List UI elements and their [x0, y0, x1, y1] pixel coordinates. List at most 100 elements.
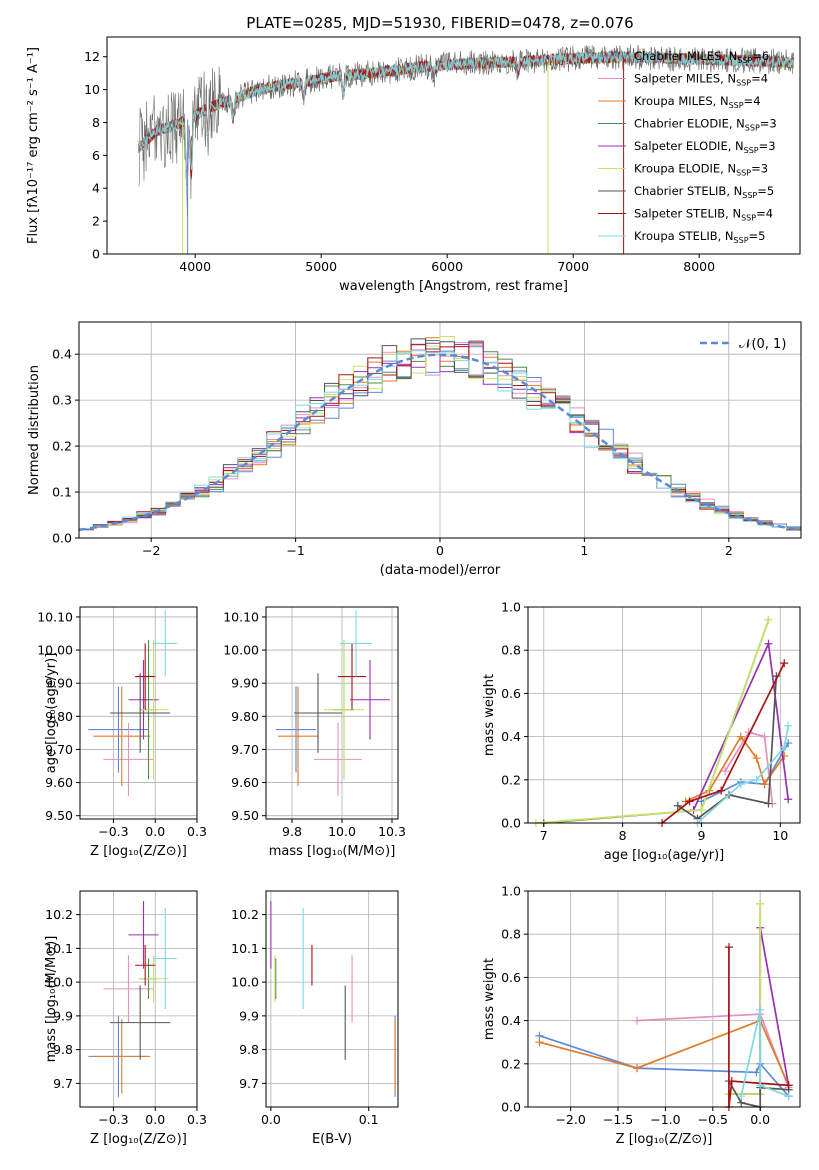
y-tick-label: 0.3	[52, 393, 72, 408]
x-tick-label: −2	[142, 543, 160, 558]
plot-area	[79, 336, 801, 533]
weight-series	[539, 615, 773, 827]
x-tick-label: 9	[697, 828, 705, 843]
legend-nssp: 3	[761, 162, 768, 176]
plot-area	[270, 901, 396, 1097]
data-point	[138, 640, 169, 780]
y-tick-label: 9.7	[239, 1076, 259, 1091]
y-tick-label: 12	[84, 49, 100, 64]
y-axis-label: Normed distribution	[27, 365, 42, 495]
weight-marker	[780, 752, 789, 761]
weight-marker	[760, 732, 769, 741]
data-point	[350, 660, 390, 740]
data-point	[153, 907, 177, 1010]
weight-series	[531, 615, 773, 827]
legend-entry: Salpeter MILES, NSSP=4	[634, 72, 768, 88]
legend-series-name: Chabrier STELIB	[634, 184, 726, 198]
legend-separator: , N	[721, 49, 737, 63]
spectrum-series	[138, 49, 795, 189]
x-tick-label: −1	[286, 543, 304, 558]
y-tick-label: 9.80	[45, 709, 73, 724]
legend-entry: Kroupa STELIB, NSSP=5	[634, 229, 766, 245]
x-axis-label: Z [log₁₀(Z/Z⊙)]	[90, 1132, 187, 1147]
x-tick-label: 7	[540, 828, 548, 843]
x-tick-label: 1	[580, 543, 588, 558]
y-tick-label: 10.0	[45, 975, 73, 990]
x-tick-label: 0.3	[187, 824, 207, 839]
y-tick-label: 9.90	[231, 676, 259, 691]
x-axis-label: Z [log₁₀(Z/Z⊙)]	[90, 844, 187, 859]
plot-area	[276, 610, 390, 796]
weight-marker	[535, 1038, 544, 1047]
x-axis-label: age [log₁₀(age/yr)]	[604, 848, 725, 863]
weight-marker	[756, 899, 765, 908]
x-axis-label: Z [log₁₀(Z/Z⊙)]	[616, 1132, 713, 1147]
axes-frame	[265, 890, 399, 1108]
y-tick-label: 10	[84, 82, 100, 97]
axes-frame	[79, 606, 198, 820]
y-tick-label: 0.1	[52, 485, 72, 500]
legend-nssp: 6	[762, 49, 769, 63]
weight-line	[740, 1009, 789, 1097]
legend-subscript: SSP	[741, 214, 756, 223]
x-axis-label: (data-model)/error	[380, 563, 501, 578]
data-point	[93, 686, 151, 786]
y-tick-label: 0.2	[52, 439, 72, 454]
x-tick-label: −1.0	[650, 1112, 680, 1127]
legend-entry: 𝒩(0, 1)	[739, 337, 786, 352]
x-tick-label: 8000	[683, 259, 715, 274]
weight-marker	[717, 786, 726, 795]
legend-series-name: Kroupa MILES	[634, 94, 713, 108]
data-point	[153, 610, 177, 677]
legend-entry: Chabrier MILES, NSSP=6	[634, 49, 769, 65]
weight-line	[685, 735, 785, 803]
weight-marker	[673, 801, 682, 810]
weight-series	[535, 1016, 793, 1090]
plot-area	[88, 610, 177, 796]
x-tick-label: 0.3	[187, 1112, 207, 1127]
x-tick-label: −1.5	[603, 1112, 633, 1127]
legend-entry: Salpeter STELIB, NSSP=4	[634, 207, 773, 223]
legend-equals: =	[756, 207, 766, 221]
axes-frame	[106, 36, 801, 255]
x-tick-label: −0.3	[98, 1112, 128, 1127]
weight-marker	[736, 780, 745, 789]
legend-subscript: SSP	[742, 191, 757, 200]
y-tick-label: 0	[92, 247, 100, 262]
legend-subscript: SSP	[745, 124, 760, 133]
data-point	[88, 686, 149, 773]
legend-equals: =	[749, 229, 759, 243]
axes-frame	[79, 890, 198, 1108]
legend-equals: =	[751, 162, 761, 176]
weight-marker	[760, 780, 769, 789]
legend-entry: Kroupa ELODIE, NSSP=3	[634, 162, 768, 178]
x-axis-label: mass [log₁₀(M/M⊙)]	[269, 844, 396, 859]
legend-entry: Chabrier ELODIE, NSSP=3	[634, 117, 777, 133]
plot-area	[88, 901, 177, 1097]
x-tick-label: 0.0	[145, 1112, 165, 1127]
y-tick-label: 0.4	[501, 729, 521, 744]
weight-line	[539, 1034, 790, 1097]
legend-separator: , N	[728, 139, 744, 153]
chart-weight-vs-age: 7 8 9 10 0.0 0.2 0.4 0.6 0.8 1.0 age [log₁₀(age/yr…	[482, 600, 801, 863]
y-tick-label: 10.1	[231, 941, 259, 956]
y-tick-label: 9.7	[53, 1076, 73, 1091]
y-axis-label: mass weight	[482, 674, 497, 756]
legend-nssp: 3	[768, 139, 775, 153]
y-tick-label: 10.2	[45, 907, 73, 922]
weight-marker	[737, 1092, 746, 1101]
legend-equals: =	[757, 184, 767, 198]
legend-series-name: Chabrier MILES	[634, 49, 721, 63]
legend-equals: =	[759, 139, 769, 153]
data-point	[294, 673, 342, 753]
weight-marker	[764, 799, 773, 808]
weight-marker	[752, 1068, 761, 1077]
legend-separator: , N	[720, 162, 736, 176]
weight-marker	[756, 1081, 765, 1090]
y-tick-label: 8	[92, 115, 100, 130]
x-tick-label: 0	[436, 543, 444, 558]
weight-marker	[632, 1064, 641, 1073]
y-tick-label: 10.0	[231, 975, 259, 990]
